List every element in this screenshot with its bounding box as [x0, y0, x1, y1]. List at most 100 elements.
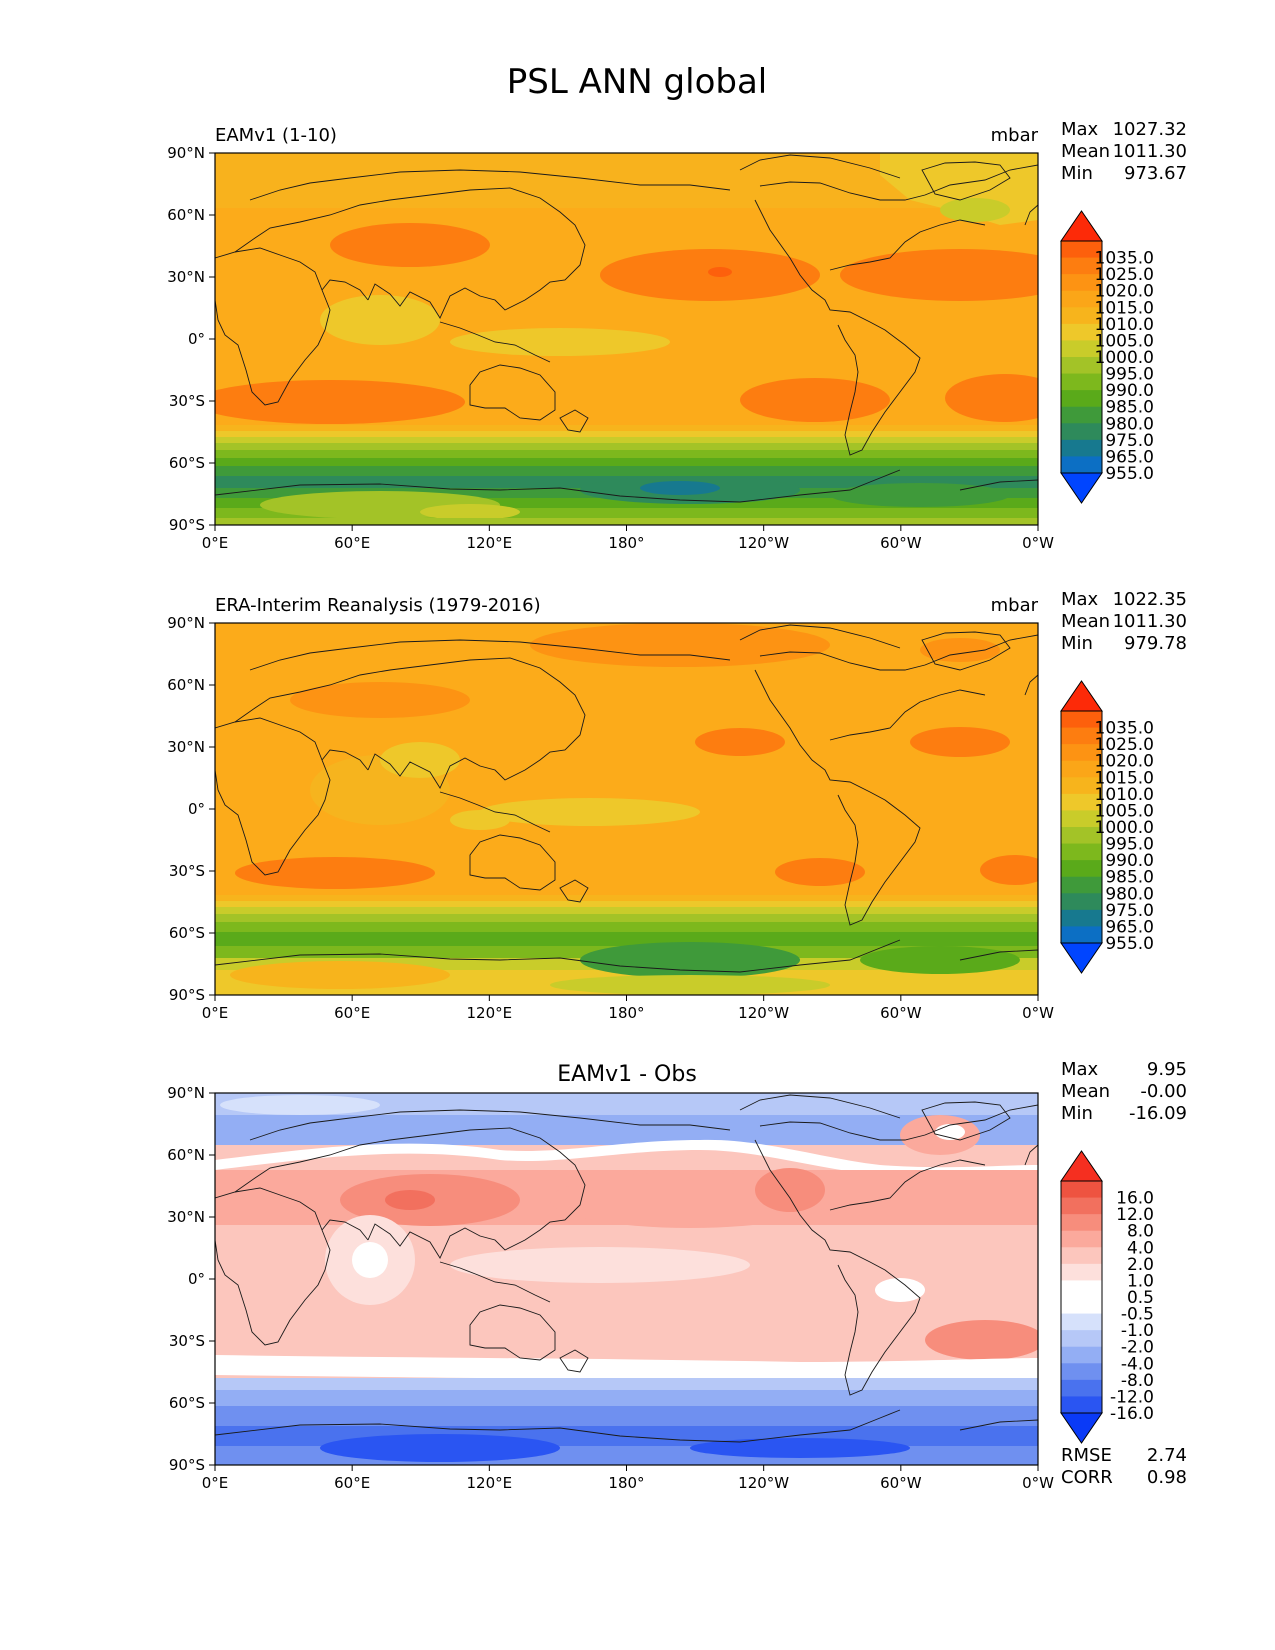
- stat-mean-value: -0.00: [1140, 1081, 1187, 1102]
- y-tick-label: 90°S: [169, 516, 205, 534]
- stats-block: Max 1027.32 Mean 1011.30 Min 973.67: [1061, 119, 1187, 184]
- y-tick-label: 0°: [188, 800, 205, 818]
- colorbar-tick-label: 990.0: [1105, 381, 1154, 401]
- y-tick-label: 60°N: [167, 206, 205, 224]
- x-axis: 0°E 60°E 120°E 180° 120°W 60°W 0°W: [202, 995, 1054, 1022]
- y-tick-label: 30°S: [169, 1332, 205, 1350]
- colorbar-segment: [1061, 810, 1102, 828]
- colorbar-segment: [1061, 290, 1102, 308]
- x-tick-label: 0°E: [202, 534, 229, 552]
- colorbar-segment: [1061, 257, 1102, 275]
- colorbar-tick-label: 1035.0: [1095, 249, 1154, 269]
- map-field: [215, 153, 1038, 525]
- colorbar-outline: [1060, 710, 1103, 944]
- colorbar-segment: [1061, 1263, 1102, 1281]
- x-tick-label: 0°W: [1022, 534, 1054, 552]
- footer-stats: RMSE 2.74 CORR 0.98: [1061, 1445, 1187, 1488]
- colorbar-segment: [1061, 860, 1102, 878]
- colorbar-outline: [1060, 1180, 1103, 1414]
- colorbar-tick-label: 1025.0: [1095, 735, 1154, 755]
- colorbar-tick-label: 1015.0: [1095, 298, 1154, 318]
- coastlines: [215, 154, 1038, 503]
- colorbar-tick-label: -4.0: [1121, 1354, 1154, 1374]
- colorbar-tick-label: 1035.0: [1095, 719, 1154, 739]
- stat-min-label: Min: [1061, 1103, 1093, 1124]
- x-tick-label: 60°E: [334, 1474, 370, 1492]
- panel-obs: ERA-Interim Reanalysis (1979-2016) mbar …: [167, 589, 1187, 1022]
- y-tick-label: 60°S: [169, 1394, 205, 1412]
- x-tick-label: 180°: [608, 534, 644, 552]
- x-tick-label: 0°E: [202, 1474, 229, 1492]
- panel-left-title: EAMv1 (1-10): [215, 125, 337, 146]
- colorbar-tick-label: 1015.0: [1095, 768, 1154, 788]
- colorbar-extend-min: [1060, 1412, 1103, 1444]
- y-tick-label: 30°N: [167, 268, 205, 286]
- map-field: [215, 1093, 1038, 1465]
- colorbar-tick-label: 965.0: [1105, 917, 1154, 937]
- y-axis: 90°N 60°N 30°N 0° 30°S 60°S 90°S: [167, 1084, 215, 1474]
- y-tick-label: 90°S: [169, 1456, 205, 1474]
- panel-units: mbar: [991, 595, 1039, 616]
- colorbar-tick-label: 1.0: [1127, 1271, 1154, 1291]
- stat-min-label: Min: [1061, 163, 1093, 184]
- colorbar-segment: [1061, 1346, 1102, 1364]
- y-tick-label: 30°N: [167, 738, 205, 756]
- colorbar-tick-label: 1010.0: [1095, 315, 1154, 335]
- colorbar-tick-label: 2.0: [1127, 1255, 1154, 1275]
- colorbar-segment: [1061, 893, 1102, 911]
- colorbar-segment: [1061, 1330, 1102, 1348]
- colorbar-tick-label: -12.0: [1110, 1387, 1154, 1407]
- stat-max-label: Max: [1061, 1059, 1099, 1080]
- x-tick-label: 60°E: [334, 534, 370, 552]
- colorbar-segment: [1061, 439, 1102, 457]
- panel-center-title: EAMv1 - Obs: [557, 1062, 697, 1087]
- colorbar-tick-label: 980.0: [1105, 884, 1154, 904]
- colorbar-segment: [1061, 777, 1102, 795]
- colorbar-labels: 16.012.08.04.02.01.00.5-0.5-1.0-2.0-4.0-…: [1110, 1189, 1154, 1424]
- y-tick-label: 90°S: [169, 986, 205, 1004]
- stat-min-value: 979.78: [1124, 633, 1187, 654]
- colorbar-tick-label: -16.0: [1110, 1404, 1154, 1424]
- stat-min-value: 973.67: [1124, 163, 1187, 184]
- colorbar-labels: 1035.01025.01020.01015.01010.01005.01000…: [1095, 249, 1154, 484]
- colorbar-tick-label: 985.0: [1105, 398, 1154, 418]
- y-tick-label: 30°S: [169, 392, 205, 410]
- colorbar-tick-label: -8.0: [1121, 1371, 1154, 1391]
- rmse-value: 2.74: [1147, 1445, 1187, 1466]
- colorbar-tick-label: 955.0: [1105, 934, 1154, 954]
- colorbar-tick-label: 985.0: [1105, 868, 1154, 888]
- colorbar-segment: [1061, 1247, 1102, 1265]
- colorbar-tick-label: 995.0: [1105, 365, 1154, 385]
- colorbar: [1060, 1150, 1103, 1444]
- colorbar: [1060, 210, 1103, 504]
- colorbar-segment: [1061, 307, 1102, 325]
- colorbar-segment: [1061, 1230, 1102, 1248]
- x-tick-label: 60°W: [880, 534, 922, 552]
- colorbar-segment: [1061, 744, 1102, 762]
- x-tick-label: 180°: [608, 1474, 644, 1492]
- x-axis: 0°E 60°E 120°E 180° 120°W 60°W 0°W: [202, 525, 1054, 552]
- colorbar-tick-label: 0.5: [1127, 1288, 1154, 1308]
- stat-max-label: Max: [1061, 589, 1099, 610]
- colorbar-segment: [1061, 843, 1102, 861]
- colorbar-tick-label: -2.0: [1121, 1338, 1154, 1358]
- stats-block: Max 9.95 Mean -0.00 Min -16.09: [1061, 1059, 1187, 1124]
- colorbar-tick-label: 980.0: [1105, 414, 1154, 434]
- colorbar-segment: [1061, 1363, 1102, 1381]
- corr-value: 0.98: [1147, 1467, 1187, 1488]
- colorbar-segment: [1061, 1396, 1102, 1414]
- colorbar-segment: [1061, 760, 1102, 778]
- y-tick-label: 0°: [188, 1270, 205, 1288]
- colorbar-segment: [1061, 1280, 1102, 1298]
- panel-diff: EAMv1 - Obs Max 9.95 Mean -0.00 Min -16.…: [167, 1059, 1187, 1492]
- colorbar-segment: [1061, 711, 1102, 729]
- y-tick-label: 60°N: [167, 1146, 205, 1164]
- colorbar-segment: [1061, 274, 1102, 292]
- colorbar-extend-min: [1060, 942, 1103, 974]
- x-axis: 0°E 60°E 120°E 180° 120°W 60°W 0°W: [202, 1465, 1054, 1492]
- colorbar-segment: [1061, 373, 1102, 391]
- colorbar-segment: [1061, 423, 1102, 441]
- figure-title: PSL ANN global: [507, 62, 767, 102]
- x-tick-label: 120°E: [467, 534, 513, 552]
- panel-units: mbar: [991, 125, 1039, 146]
